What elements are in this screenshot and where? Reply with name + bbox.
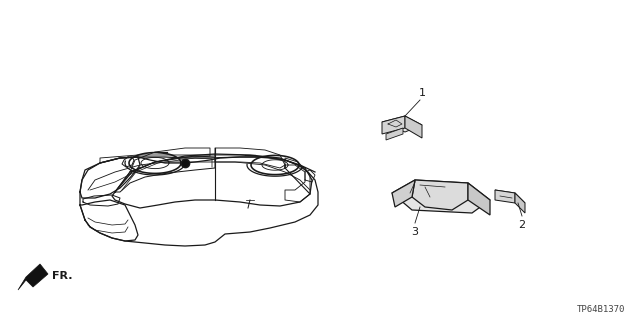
Polygon shape <box>392 180 490 213</box>
Polygon shape <box>405 116 422 138</box>
Polygon shape <box>412 180 468 210</box>
Polygon shape <box>515 193 525 213</box>
Polygon shape <box>18 264 48 290</box>
Polygon shape <box>382 116 422 132</box>
Text: TP64B1370: TP64B1370 <box>577 305 625 314</box>
Text: 1: 1 <box>419 88 426 98</box>
Polygon shape <box>386 128 403 140</box>
Polygon shape <box>392 180 415 207</box>
Text: 3: 3 <box>412 227 419 237</box>
Polygon shape <box>495 190 525 203</box>
Text: 2: 2 <box>518 220 525 230</box>
Polygon shape <box>468 183 490 215</box>
Polygon shape <box>495 190 515 203</box>
Text: FR.: FR. <box>52 271 72 281</box>
Polygon shape <box>382 116 405 134</box>
